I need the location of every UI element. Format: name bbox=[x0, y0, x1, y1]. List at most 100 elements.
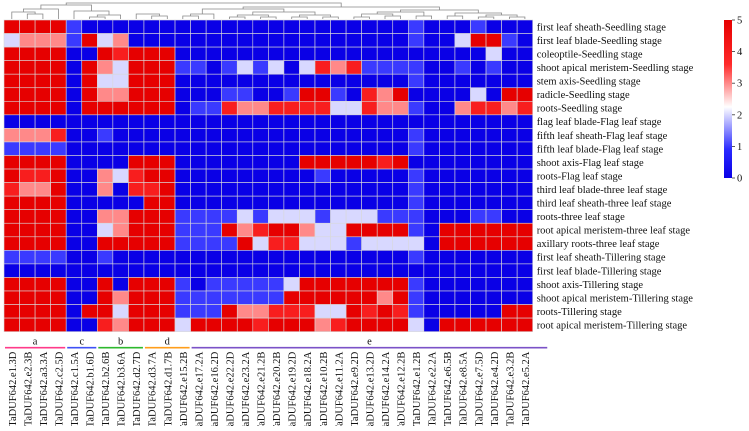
heatmap-cell bbox=[423, 209, 440, 224]
heatmap-cell bbox=[345, 33, 362, 48]
heatmap-cell bbox=[299, 304, 316, 319]
heatmap-cell bbox=[190, 182, 207, 197]
heatmap-cell bbox=[376, 222, 394, 238]
heatmap-cell bbox=[299, 250, 316, 265]
heatmap-cell bbox=[174, 222, 191, 238]
heatmap-cell bbox=[221, 250, 238, 265]
heatmap-cell bbox=[236, 222, 254, 238]
heatmap-cell bbox=[501, 60, 518, 75]
heatmap-cell bbox=[283, 141, 300, 156]
heatmap-cell bbox=[143, 182, 160, 197]
heatmap-cell bbox=[361, 141, 378, 156]
heatmap-cell bbox=[128, 168, 145, 183]
heatmap-cell bbox=[143, 290, 160, 305]
heatmap-cell bbox=[159, 209, 176, 224]
column-label: TaDUF642.e4.2D bbox=[490, 351, 501, 426]
heatmap-cell bbox=[345, 277, 362, 292]
heatmap-cell bbox=[361, 304, 378, 319]
heatmap-cell bbox=[470, 236, 487, 251]
column-label: TaDUF642.e12.2B bbox=[397, 352, 408, 426]
heatmap-cell bbox=[376, 87, 394, 102]
heatmap-cell bbox=[345, 73, 362, 89]
heatmap-cell bbox=[345, 195, 362, 210]
heatmap-cell bbox=[392, 87, 409, 102]
heatmap-cell bbox=[221, 290, 238, 305]
heatmap-cell bbox=[3, 46, 20, 61]
heatmap-cell bbox=[128, 250, 145, 265]
heatmap-cell bbox=[34, 33, 51, 48]
heatmap-cell bbox=[330, 195, 347, 210]
heatmap-cell bbox=[454, 141, 471, 156]
heatmap-cell bbox=[268, 209, 285, 224]
row-label: first leaf blade-Seedling stage bbox=[537, 36, 662, 47]
heatmap-cell bbox=[470, 141, 487, 156]
heatmap-cell bbox=[221, 33, 238, 48]
heatmap-cell bbox=[81, 236, 98, 251]
heatmap-cell bbox=[376, 155, 394, 170]
heatmap-cell bbox=[485, 263, 502, 278]
heatmap-cell bbox=[128, 236, 145, 251]
heatmap-cell bbox=[470, 101, 487, 116]
heatmap-cell bbox=[376, 304, 394, 319]
heatmap-cell bbox=[205, 250, 222, 265]
heatmap-cell bbox=[97, 263, 114, 278]
heatmap-cell bbox=[50, 277, 67, 292]
heatmap-cell bbox=[454, 182, 471, 197]
heatmap-cell bbox=[407, 195, 425, 210]
heatmap-cell bbox=[501, 317, 518, 332]
heatmap-cell bbox=[407, 263, 425, 278]
heatmap-cell bbox=[3, 222, 20, 238]
heatmap-cell bbox=[252, 46, 269, 61]
heatmap-cell bbox=[97, 114, 114, 129]
heatmap-cell bbox=[283, 19, 300, 34]
heatmap-cell bbox=[392, 317, 409, 332]
heatmap-cell bbox=[423, 155, 440, 170]
heatmap-cell bbox=[143, 236, 160, 251]
heatmap-cell bbox=[81, 60, 98, 75]
heatmap-cell bbox=[439, 277, 456, 292]
heatmap-cell bbox=[299, 141, 316, 156]
heatmap-cell bbox=[407, 141, 425, 156]
heatmap-cell bbox=[81, 168, 98, 183]
heatmap-cell bbox=[516, 317, 534, 332]
heatmap-cell bbox=[361, 60, 378, 75]
heatmap-cell bbox=[283, 222, 300, 238]
heatmap-cell bbox=[81, 263, 98, 278]
heatmap-cell bbox=[50, 101, 67, 116]
heatmap-cell bbox=[97, 46, 114, 61]
heatmap-cell bbox=[485, 250, 502, 265]
heatmap-cell bbox=[407, 101, 425, 116]
heatmap-cell bbox=[112, 73, 129, 89]
heatmap-cell bbox=[143, 19, 160, 34]
heatmap-cell bbox=[314, 222, 331, 238]
heatmap-cell bbox=[205, 304, 222, 319]
heatmap-cell bbox=[454, 168, 471, 183]
column-label: TaDUF642.e7.5D bbox=[474, 351, 485, 426]
heatmap-cell bbox=[50, 263, 67, 278]
heatmap-cell bbox=[19, 263, 36, 278]
heatmap-cell bbox=[128, 155, 145, 170]
heatmap-cell bbox=[34, 87, 51, 102]
heatmap-cell bbox=[97, 236, 114, 251]
heatmap-cell bbox=[65, 209, 83, 224]
heatmap-cell bbox=[470, 128, 487, 143]
heatmap-cell bbox=[345, 222, 362, 238]
heatmap-cell bbox=[407, 290, 425, 305]
heatmap-cell bbox=[361, 182, 378, 197]
row-label: fifth leaf sheath-Flag leaf stage bbox=[537, 131, 668, 142]
heatmap-cell bbox=[345, 46, 362, 61]
heatmap-cell bbox=[3, 128, 20, 143]
heatmap-cell bbox=[485, 46, 502, 61]
heatmap-cell bbox=[174, 168, 191, 183]
heatmap-cell bbox=[190, 114, 207, 129]
heatmap-cell bbox=[190, 60, 207, 75]
heatmap-cell bbox=[454, 19, 471, 34]
heatmap-cell bbox=[3, 101, 20, 116]
heatmap-cell bbox=[97, 141, 114, 156]
heatmap-cell bbox=[330, 277, 347, 292]
row-label: axillary roots-three leaf stage bbox=[537, 239, 660, 250]
heatmap-cell bbox=[3, 304, 20, 319]
heatmap-cell bbox=[314, 236, 331, 251]
heatmap-cell bbox=[19, 73, 36, 89]
heatmap-cell bbox=[423, 290, 440, 305]
